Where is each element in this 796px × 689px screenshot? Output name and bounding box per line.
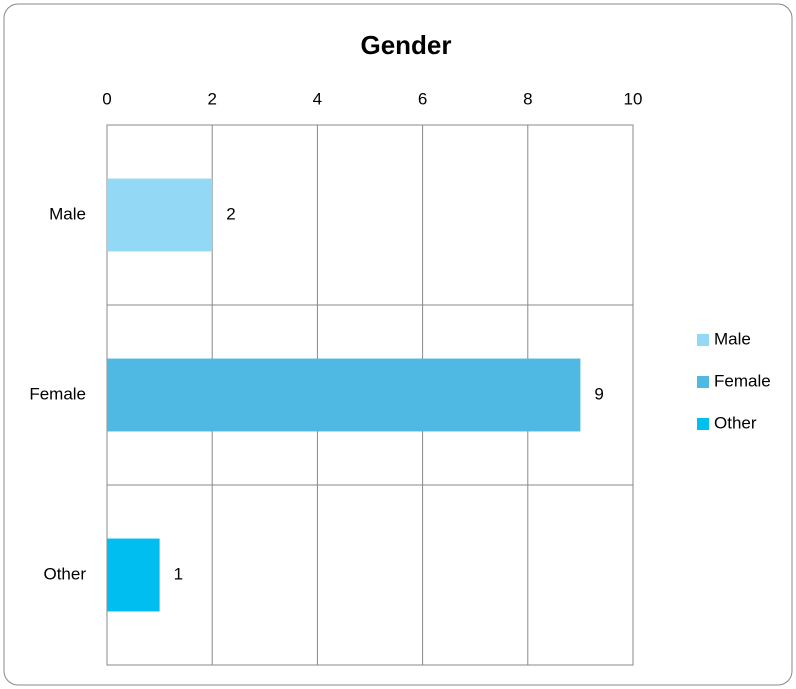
bar: [107, 358, 581, 432]
y-tick-label: Male: [49, 204, 86, 223]
x-tick-label: 8: [523, 89, 532, 108]
x-tick-label: 2: [207, 89, 216, 108]
y-tick-label: Female: [29, 384, 86, 403]
legend-swatch: [697, 418, 709, 430]
y-tick-label: Other: [43, 564, 86, 583]
legend-swatch: [697, 376, 709, 388]
bar: [107, 178, 213, 252]
data-label: 1: [174, 564, 183, 583]
data-label: 9: [594, 384, 603, 403]
legend-swatch: [697, 334, 709, 346]
chart-title: Gender: [360, 30, 451, 60]
data-label: 2: [226, 204, 235, 223]
legend-label: Male: [714, 329, 751, 348]
x-tick-label: 10: [624, 89, 643, 108]
chart-border: [3, 3, 793, 686]
legend-label: Other: [714, 413, 757, 432]
bar: [107, 538, 160, 612]
x-tick-label: 4: [313, 89, 322, 108]
x-tick-label: 6: [418, 89, 427, 108]
x-tick-label: 0: [102, 89, 111, 108]
legend-label: Female: [714, 371, 771, 390]
